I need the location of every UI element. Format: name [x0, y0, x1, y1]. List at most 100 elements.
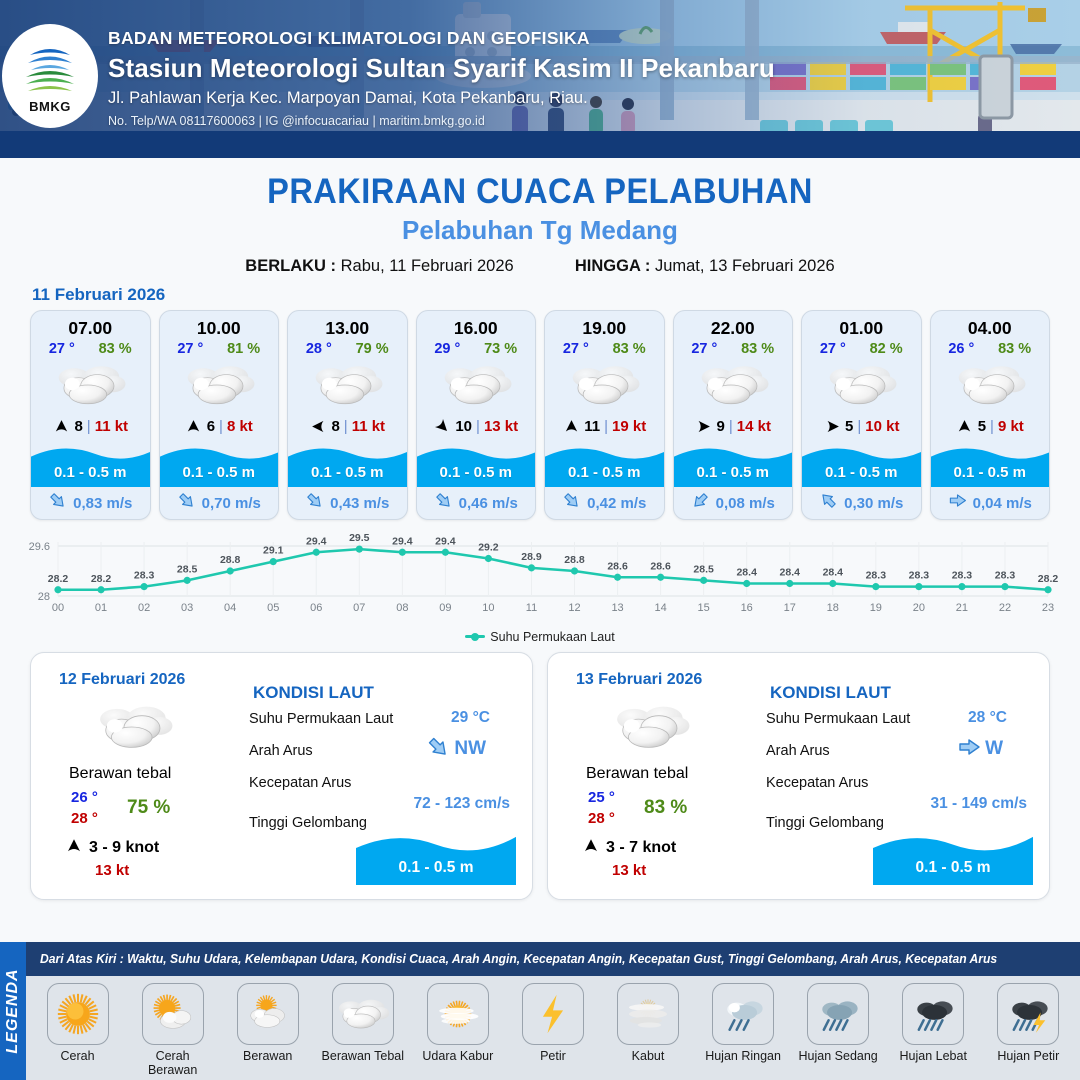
- station-address: Jl. Pahlawan Kerja Kec. Marpoyan Damai, …: [108, 89, 588, 107]
- hourly-forecast-card[interactable]: 10.00 27 ° 81 % 6: [158, 310, 279, 520]
- card-time: 10.00: [196, 318, 241, 338]
- card-current-speed: 0,83 m/s: [73, 494, 133, 512]
- svg-text:10: 10: [482, 602, 494, 614]
- card-wind-speed: 8: [331, 417, 340, 435]
- thunderstorm-icon: [1012, 1001, 1048, 1033]
- card-current-direction-icon: [434, 491, 453, 515]
- summary-temp-max: 28 °: [71, 809, 98, 827]
- card-weather-icon: [802, 359, 921, 411]
- summary-current-dir-label: Arah Arus: [249, 742, 313, 759]
- hourly-forecast-card[interactable]: 16.00 29 ° 73 % 10: [415, 310, 536, 520]
- card-time: 01.00: [839, 318, 884, 338]
- card-humidity: 73 %: [484, 341, 518, 357]
- card-humidity: 83 %: [612, 341, 646, 357]
- hourly-forecast-card[interactable]: 04.00 26 ° 83 % 5: [929, 310, 1050, 520]
- card-weather-icon: [31, 359, 150, 411]
- clouds-icon: [187, 366, 255, 405]
- card-wind-direction-icon: [562, 417, 580, 435]
- card-current-speed: 0,08 m/s: [715, 494, 775, 512]
- card-wave-block: 0.1 - 0.5 m: [802, 441, 921, 487]
- summary-current-speed-label: Kecepatan Arus: [249, 774, 352, 791]
- wave-shape-icon: [159, 448, 279, 487]
- svg-text:28.6: 28.6: [607, 560, 628, 572]
- svg-text:28.3: 28.3: [866, 570, 887, 582]
- card-wind-row: 8 | 11 kt: [288, 411, 407, 441]
- svg-text:28.8: 28.8: [564, 554, 585, 566]
- summary-weather-icon: [93, 701, 175, 758]
- card-wave-block: 0.1 - 0.5 m: [288, 441, 407, 487]
- svg-text:29.4: 29.4: [306, 535, 327, 547]
- svg-text:23: 23: [1042, 602, 1054, 614]
- card-temp-humidity: 28 ° 79 %: [288, 339, 407, 357]
- sst-chart: 28 29.6 28.2 00 28.2 01 28.3 02 28.5 03 28.8 04 29.1…: [0, 526, 1080, 623]
- hourly-forecast-card[interactable]: 13.00 28 ° 79 % 8: [287, 310, 408, 520]
- card-wind-row: 10 | 13 kt: [417, 411, 536, 441]
- hourly-forecast-card[interactable]: 22.00 27 ° 83 % 9: [672, 310, 793, 520]
- current-direction-nw-icon: [429, 737, 447, 755]
- card-current-speed: 0,42 m/s: [587, 494, 647, 512]
- card-temperature: 29 °: [434, 341, 461, 357]
- summary-current-speed-label: Kecepatan Arus: [766, 774, 869, 791]
- current-direction-nw-icon: [564, 493, 578, 507]
- summary-wind-range: 3 - 7 knot: [606, 839, 677, 856]
- legend-item-icon: [236, 983, 299, 1045]
- legend-item: Hujan Ringan: [700, 983, 786, 1064]
- wind-direction-s-icon: [959, 419, 971, 431]
- summary-humidity: 75 %: [127, 796, 171, 818]
- bmkg-logo-text: BMKG: [29, 98, 71, 114]
- summary-sst-value: 28 °C: [968, 708, 1007, 726]
- svg-text:28.3: 28.3: [134, 570, 155, 582]
- card-current-speed: 0,70 m/s: [201, 494, 261, 512]
- card-current-speed: 0,30 m/s: [844, 494, 904, 512]
- hourly-forecast-card[interactable]: 01.00 27 ° 82 % 5: [801, 310, 922, 520]
- current-direction-nw-icon: [50, 493, 64, 507]
- hourly-forecast-card[interactable]: 07.00 27 ° 83 % 8: [30, 310, 151, 520]
- current-direction-ne-icon: [693, 493, 708, 507]
- card-wave-block: 0.1 - 0.5 m: [31, 441, 150, 487]
- card-current-row: 0,46 m/s: [417, 487, 536, 519]
- svg-text:28.6: 28.6: [650, 560, 671, 572]
- legend-item-label: Cerah Berawan: [147, 1049, 198, 1077]
- svg-text:11: 11: [526, 602, 537, 614]
- card-wave-block: 0.1 - 0.5 m: [545, 441, 664, 487]
- card-wave-height: 0.1 - 0.5 m: [53, 464, 127, 481]
- card-current-row: 0,08 m/s: [674, 487, 793, 519]
- wave-shape-icon: [802, 448, 921, 487]
- summary-wind-range: 3 - 9 knot: [89, 839, 160, 856]
- card-wind-direction-icon: [309, 417, 327, 435]
- card-weather-icon: [160, 359, 279, 411]
- svg-text:14: 14: [654, 602, 666, 614]
- daily-summary-panel: 12 Februari 2026 Berawan tebal 26 ° 28 °…: [30, 651, 533, 900]
- title-block: PRAKIRAAN CUACA PELABUHAN Pelabuhan Tg M…: [0, 172, 1080, 246]
- card-gust-speed: 8 kt: [226, 417, 253, 435]
- card-wave-height: 0.1 - 0.5 m: [310, 464, 384, 481]
- clouds-icon: [100, 706, 173, 748]
- berlaku-value: Rabu, 11 Februari 2026: [340, 257, 514, 275]
- svg-text:01: 01: [95, 602, 107, 614]
- wave-shape-icon: [31, 448, 150, 487]
- moderate-rain-icon: [822, 1001, 858, 1031]
- summary-current-direction-icon: [957, 735, 981, 764]
- summary-current-speed-value: 31 - 149 cm/s: [930, 794, 1027, 812]
- card-gust-speed: 11 kt: [351, 417, 386, 435]
- svg-text:17: 17: [784, 602, 796, 614]
- hourly-day-label: 11 Februari 2026: [32, 285, 166, 304]
- svg-text:28.2: 28.2: [48, 573, 69, 585]
- legend-item: Kabut: [605, 983, 691, 1064]
- clouds-icon: [701, 366, 769, 405]
- card-wind-speed: 5: [845, 417, 854, 435]
- legend-item-icon: [617, 983, 679, 1045]
- legend-item-label: Hujan Lebat: [899, 1049, 967, 1063]
- card-wind-separator: |: [476, 417, 480, 435]
- card-gust-speed: 19 kt: [612, 417, 647, 435]
- hourly-forecast-card[interactable]: 19.00 27 ° 83 % 11: [544, 310, 665, 520]
- svg-text:20: 20: [913, 602, 925, 614]
- legend-item-label: Cerah: [60, 1049, 95, 1063]
- svg-text:09: 09: [439, 602, 451, 614]
- svg-text:28.3: 28.3: [952, 570, 973, 582]
- legend-item: Hujan Petir: [985, 983, 1071, 1064]
- clouds-icon: [444, 366, 512, 405]
- summary-current-dir-label: Arah Arus: [766, 742, 830, 759]
- legend-item-icon: [426, 983, 489, 1045]
- card-temp-humidity: 26 ° 83 %: [931, 339, 1050, 357]
